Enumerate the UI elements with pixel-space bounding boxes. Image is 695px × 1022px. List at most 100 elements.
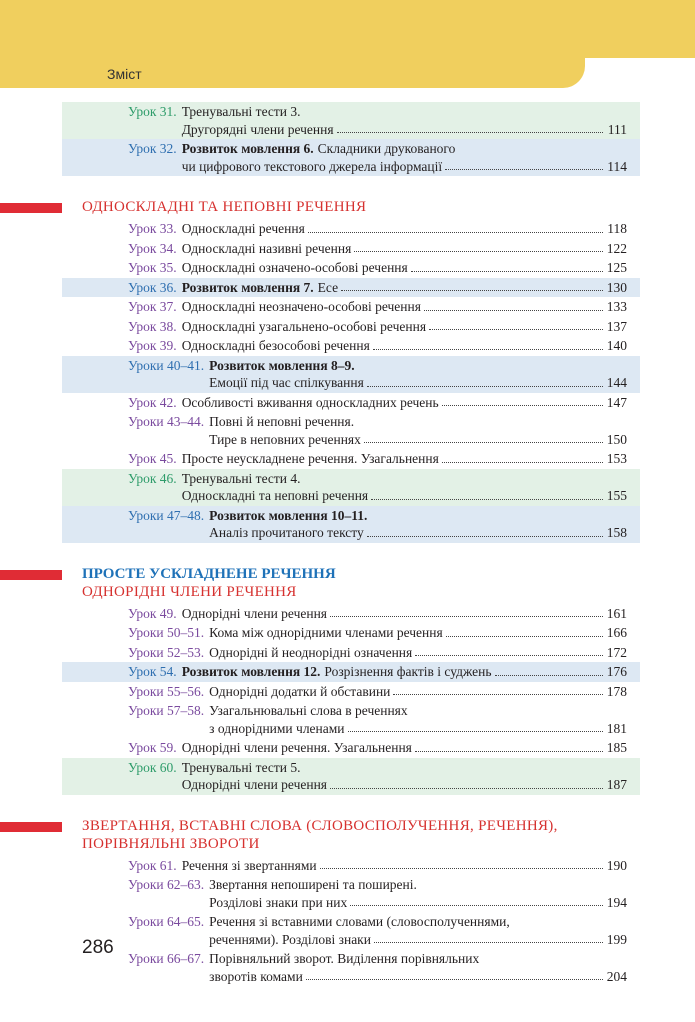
title-line: Тире в неповних реченнях 150	[209, 431, 627, 449]
red-bar	[0, 569, 62, 580]
title-text: Емоції під час спілкування	[209, 375, 364, 390]
page-ref: 130	[606, 279, 627, 295]
lesson-label: Урок 32.	[128, 141, 177, 156]
entry-title: Односкладні називні речення 122	[182, 240, 627, 258]
title-line: Звертання непоширені та поширені.	[209, 876, 627, 894]
entry-title: Односкладні узагальнено-особові речення 1…	[182, 318, 627, 336]
page-ref: 125	[606, 260, 627, 275]
toc-entry: Урок 39. Односкладні безособові речення 14…	[62, 336, 640, 356]
page-ref: 199	[606, 931, 627, 947]
title-line: Тренувальні тести 5.	[182, 759, 627, 777]
title-line: зворотів комами 204	[209, 968, 627, 986]
title-text: Однорідні члени речення	[181, 777, 328, 792]
title-line: Розвиток мовлення 7. Есе 130	[182, 279, 627, 297]
title-text: Повні й неповні речення.	[209, 414, 355, 429]
title-line: Односкладні означено-особові речення 125	[182, 259, 627, 277]
title-line: Особливості вживання односкладних речень…	[182, 394, 627, 412]
page-ref: 176	[606, 664, 627, 679]
lesson-label: Урок 45.	[128, 451, 177, 466]
title-text: Тренувальні тести 4.	[181, 470, 301, 486]
leader-dots	[410, 259, 603, 272]
leader-dots	[307, 220, 603, 233]
title-text: Односкладні означено-особові речення	[181, 260, 408, 275]
entry-title: Однорідні члени речення 161	[182, 605, 627, 623]
lesson-label: Урок 39.	[128, 338, 177, 353]
title-line: Просте неускладнене речення. Узагальненн…	[182, 450, 627, 468]
toc-entry: Урок 46. Тренувальні тести 4. Односкладні …	[62, 468, 640, 506]
lesson-label: Уроки 52–53.	[128, 644, 205, 660]
lesson-label: Урок 38.	[128, 318, 177, 334]
page-ref: 161	[606, 605, 627, 621]
toc-entry: Урок 45. Просте неускладнене речення. Уза…	[62, 449, 640, 469]
toc-entry: Урок 31. Тренувальні тести 3. Другорядні ч…	[62, 102, 640, 139]
lesson-label: Уроки 64–65.	[128, 914, 205, 929]
toc-entry: Уроки 62–63. Звертання непоширені та поши…	[62, 875, 640, 912]
leader-dots	[372, 337, 603, 350]
toc-entry: Урок 35. Односкладні означено-особові реч…	[62, 258, 640, 278]
title-text: Розділові знаки при них	[209, 894, 348, 910]
entry-title: Розвиток мовлення 7. Есе 130	[182, 279, 627, 297]
entry-title: Тренувальні тести 3. Другорядні члени реч…	[182, 103, 627, 138]
page-ref: 122	[606, 240, 627, 256]
title-text: Складники друкованого	[317, 141, 456, 156]
toc-entry: Урок 54. Розвиток мовлення 12. Розрізнення…	[62, 662, 640, 682]
page-number: 286	[82, 937, 114, 958]
section-heading: ОДНОСКЛАДНІ ТА НЕПОВНІ РЕЧЕННЯ	[0, 198, 695, 216]
entry-title: Однорідні члени речення. Узагальнення 185	[182, 739, 627, 757]
title-text: Односкладні неозначено-особові речення	[181, 299, 421, 314]
title-text: Однорідні й неоднорідні означення	[209, 644, 413, 660]
leader-dots	[373, 931, 603, 943]
title-text: Речення зі вставними словами (словосполу…	[209, 914, 510, 929]
title-line: Розвиток мовлення 10–11.	[209, 507, 627, 525]
title-text: Порівняльний зворот. Виділення порівняль…	[209, 951, 480, 966]
leader-dots	[415, 644, 603, 656]
entry-title: Односкладні означено-особові речення 125	[182, 259, 627, 277]
lesson-label: Урок 61.	[128, 857, 177, 873]
title-line: Аналіз прочитаного тексту 158	[209, 524, 627, 542]
entry-title: Узагальнювальні слова в реченнях з однорі…	[209, 702, 627, 737]
lesson-label: Урок 54.	[128, 664, 177, 679]
lesson-label: Уроки 57–58.	[128, 703, 205, 718]
title-text: Однорідні члени речення. Узагальнення	[181, 740, 412, 755]
page-ref: 111	[607, 121, 627, 137]
title-text: Речення зі звертаннями	[181, 857, 317, 873]
page-ref: 181	[606, 720, 627, 736]
toc-entry: Урок 60. Тренувальні тести 5. Однорідні чл…	[62, 757, 640, 795]
title-text: Однорідні додатки й обставини	[209, 683, 391, 699]
title-line: Однорідні члени речення. Узагальнення 185	[182, 739, 627, 757]
title-line: Односкладні називні речення 122	[182, 240, 627, 258]
entry-title: Розвиток мовлення 6. Складники друкованог…	[182, 140, 627, 175]
title-text: Односкладні безособові речення	[181, 338, 370, 353]
red-bar	[0, 203, 62, 213]
toc-entry: Уроки 52–53. Однорідні й неоднорідні озна…	[62, 643, 640, 663]
title-line: Речення зі звертаннями 190	[182, 857, 627, 875]
section-heading: ЗВЕРТАННЯ, ВСТАВНІ СЛОВА (СЛОВОСПОЛУЧЕНН…	[0, 817, 695, 853]
leader-dots	[319, 857, 603, 869]
title-line: Розвиток мовлення 8–9.	[209, 357, 627, 375]
toc-entry: Урок 36. Розвиток мовлення 7. Есе 130	[62, 277, 640, 297]
leader-dots	[347, 720, 603, 732]
title-text: реченнями). Розділові знаки	[209, 931, 371, 947]
title-bold: Розвиток мовлення 8–9.	[209, 357, 355, 373]
leader-dots	[414, 739, 603, 752]
toc-entry: Уроки 57–58. Узагальнювальні слова в рече…	[62, 701, 640, 738]
entry-title: Розвиток мовлення 12. Розрізнення фактів …	[182, 663, 627, 681]
lesson-label: Урок 36.	[128, 279, 177, 295]
leader-dots	[366, 374, 603, 387]
toc-entry: Уроки 50–51. Кома між однорідними членами…	[62, 623, 640, 643]
title-bold: Розвиток мовлення 10–11.	[209, 507, 368, 523]
leader-dots	[429, 318, 603, 330]
leader-dots	[336, 121, 603, 133]
title-line: Односкладні речення 118	[182, 220, 627, 238]
lesson-label: Урок 35.	[128, 260, 177, 275]
title-line: Однорідні члени речення 187	[182, 776, 627, 794]
lesson-label: Урок 42.	[128, 394, 177, 410]
title-line: з однорідними членами 181	[209, 720, 627, 738]
title-line: Розвиток мовлення 6. Складники друкованог…	[182, 140, 627, 158]
toc-entry: Уроки 66–67. Порівняльний зворот. Виділен…	[62, 949, 640, 986]
leader-dots	[441, 450, 603, 463]
toc-entry: Урок 49. Однорідні члени речення 161	[62, 604, 640, 624]
title-text: зворотів комами	[209, 968, 303, 984]
leader-dots	[330, 776, 603, 789]
lesson-label: Урок 34.	[128, 240, 177, 256]
